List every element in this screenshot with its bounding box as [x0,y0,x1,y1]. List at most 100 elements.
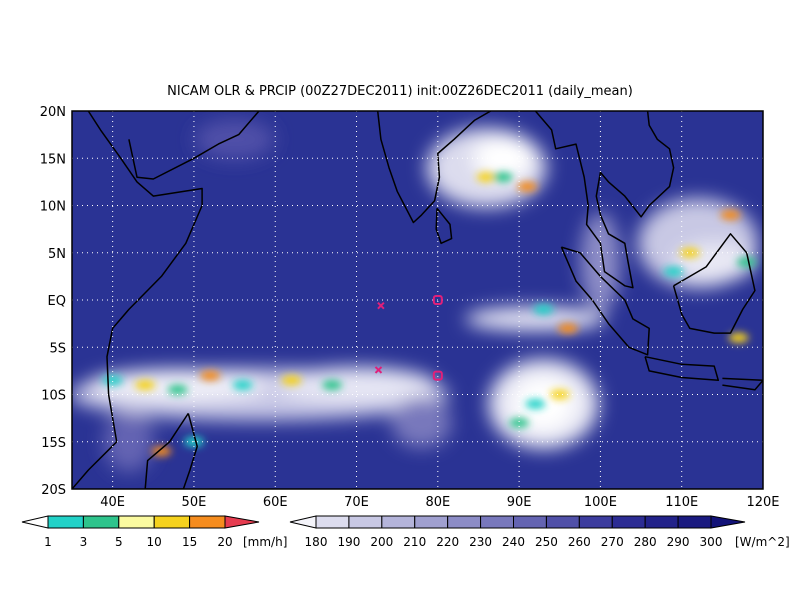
coastline [376,111,492,224]
colorbar-arrow [224,515,260,529]
precip-area [549,389,570,400]
colorbar-box [189,515,226,529]
precip-area [736,257,757,268]
precip-area [492,172,513,183]
lon-label: 100E [584,495,617,510]
lon-label: 40E [100,495,125,510]
colorbar-label: 5 [115,535,123,549]
colorbar-box [153,515,191,529]
colorbar-label: 250 [535,535,558,549]
coastline [722,377,763,391]
colorbar-label: 240 [502,535,525,549]
colorbar-label: 190 [337,535,360,549]
colorbar-box [118,515,155,529]
coastline [560,246,650,356]
colorbar-label: 300 [700,535,723,549]
cloud-area [194,119,275,160]
lat-label: 10S [41,389,66,404]
map-frame [71,110,764,490]
colorbar-unit: [mm/h] [243,535,287,549]
cloud-area [103,411,154,472]
lon-label: 90E [507,495,532,510]
colorbar-box [315,515,350,529]
precip-area [200,370,221,381]
colorbar-arrow [710,515,746,529]
lon-label: 60E [263,495,288,510]
diamond-marker [432,295,443,305]
lat-label: 15S [41,436,66,451]
cross-marker [374,366,383,374]
colorbar-arrow [289,515,317,529]
colorbar-label: 180 [305,535,328,549]
precip-area [135,380,156,391]
cloud-area [276,367,437,404]
precip-area [533,304,554,315]
precip-area [322,380,343,391]
lat-label: 20S [41,483,66,498]
precip-area [476,172,497,183]
precip-area [679,247,700,258]
colorbar-box [644,515,679,529]
lat-label: 20N [40,105,66,120]
lat-label: 10N [40,200,66,215]
coastline [435,207,453,245]
lon-label: 70E [344,495,369,510]
coastline [128,111,260,180]
colorbar-box [348,515,383,529]
cloud-area [580,212,621,313]
colorbar-box [82,515,120,529]
cross-marker [377,301,385,310]
colorbar-box [381,515,416,529]
colorbar-label: 20 [217,535,232,549]
map-area [72,111,763,489]
colorbar-box [545,515,580,529]
precip-area [557,323,578,334]
precip-area [232,380,253,391]
colorbar-label: 220 [436,535,459,549]
colorbar-arrow [21,515,49,529]
precip-area [281,375,302,386]
precip-area [517,181,538,192]
precip-area [728,332,749,343]
colorbar-box [480,515,515,529]
colorbar-label: 200 [370,535,393,549]
colorbar-label: 210 [403,535,426,549]
lat-label: 5N [48,247,66,262]
coastline [672,233,756,334]
colorbar-label: 15 [182,535,197,549]
precip-area [167,384,188,395]
coastline [644,355,720,382]
colorbar-label: 290 [667,535,690,549]
lat-label: EQ [48,294,66,309]
colorbar-label: 270 [601,535,624,549]
coastline [534,111,675,289]
colorbar-label: 10 [147,535,162,549]
lat-label: 5S [49,341,66,356]
diamond-marker [432,370,443,381]
colorbar-label: 280 [634,535,657,549]
lon-label: 50E [182,495,207,510]
colorbar-box [611,515,646,529]
colorbar-box [47,515,84,529]
colorbar-box [447,515,482,529]
colorbar-label: 230 [469,535,492,549]
coastline [72,111,203,489]
precip-area [525,398,546,409]
colorbar-label: 260 [568,535,591,549]
precip-area [663,266,684,277]
cloud-area [391,397,452,448]
lat-label: 15N [40,152,66,167]
colorbar-box [578,515,613,529]
precip-area [509,417,530,428]
map-title: NICAM OLR & PRCIP (00Z27DEC2011) init:00… [167,84,633,99]
colorbar-box [677,515,712,529]
colorbar-unit: [W/m^2] [735,535,790,549]
precip-area [720,209,741,220]
colorbar-box [414,515,449,529]
colorbar-box [513,515,547,529]
coastline [144,412,198,489]
lon-label: 110E [665,495,698,510]
lon-label: 80E [425,495,450,510]
lon-label: 120E [746,495,779,510]
